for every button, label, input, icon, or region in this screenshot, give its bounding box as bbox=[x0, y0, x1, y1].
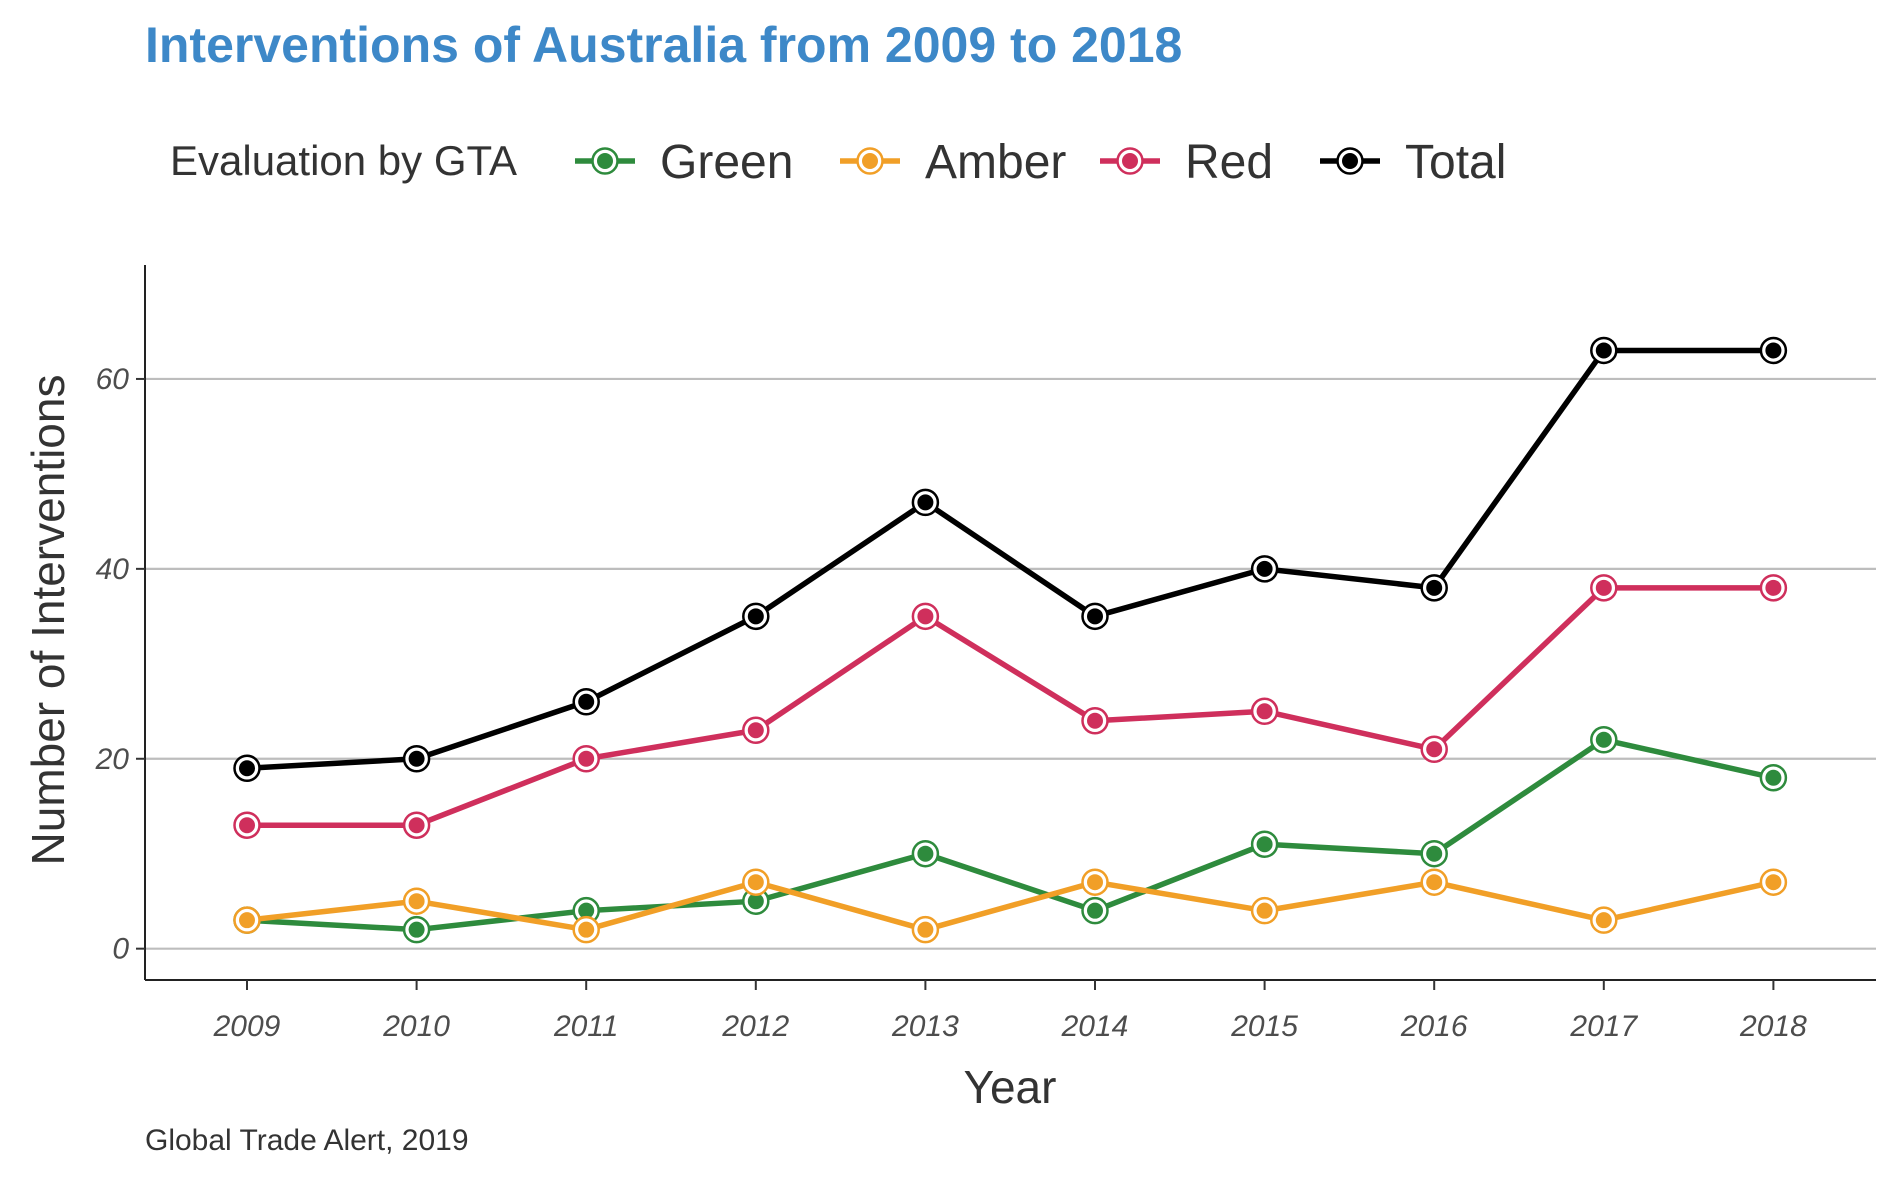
series-line-total bbox=[246, 347, 1774, 771]
data-point-red bbox=[572, 745, 600, 773]
data-point-red bbox=[742, 716, 770, 745]
data-point-total bbox=[572, 688, 600, 716]
x-tick-label: 2017 bbox=[1569, 1010, 1638, 1043]
x-tick-label: 2018 bbox=[1739, 1010, 1807, 1043]
x-axis-ticks: 2009 2010 2011 2012 2013 2014 2015 2016 2017 2018 bbox=[213, 980, 1807, 1043]
gridlines bbox=[145, 377, 1876, 950]
y-tick-label: 20 bbox=[95, 743, 130, 776]
data-point-total bbox=[402, 745, 431, 773]
legend-label-total: Total bbox=[1405, 136, 1506, 189]
x-tick-label: 2014 bbox=[1061, 1010, 1129, 1043]
series-line-green bbox=[246, 737, 1775, 933]
data-point-total bbox=[1250, 555, 1279, 583]
data-point-red bbox=[402, 811, 431, 839]
y-tick-label: 60 bbox=[96, 363, 130, 396]
data-point-amber bbox=[1081, 868, 1109, 896]
data-point-amber bbox=[1250, 896, 1279, 925]
legend-item-total: Total bbox=[1320, 136, 1506, 189]
data-point-red bbox=[233, 811, 261, 839]
data-point-red bbox=[1590, 574, 1618, 602]
caption: Global Trade Alert, 2019 bbox=[145, 1124, 469, 1157]
y-tick-label: 40 bbox=[96, 553, 130, 586]
data-point-amber bbox=[572, 915, 600, 944]
legend-item-red: Red bbox=[1100, 136, 1273, 189]
legend-title: Evaluation by GTA bbox=[170, 137, 517, 184]
data-point-total bbox=[742, 602, 770, 631]
data-point-total bbox=[1081, 602, 1109, 631]
chart-title: Interventions of Australia from 2009 to … bbox=[145, 17, 1182, 73]
legend-item-green: Green bbox=[575, 136, 793, 189]
x-tick-label: 2009 bbox=[213, 1010, 281, 1043]
data-point-total bbox=[233, 754, 261, 783]
data-point-amber bbox=[402, 887, 431, 915]
x-tick-label: 2015 bbox=[1230, 1010, 1298, 1043]
data-point-red bbox=[1081, 707, 1109, 735]
data-point-green bbox=[1590, 726, 1618, 754]
x-tick-label: 2012 bbox=[721, 1010, 789, 1043]
data-point-red bbox=[1420, 735, 1448, 764]
data-point-red bbox=[1759, 574, 1788, 602]
data-point-green bbox=[1759, 763, 1788, 792]
data-point-green bbox=[1250, 830, 1279, 858]
data-point-green bbox=[402, 915, 431, 944]
legend-label-green: Green bbox=[660, 136, 793, 189]
y-axis-title: Number of Interventions bbox=[22, 375, 74, 866]
data-point-total bbox=[1420, 574, 1448, 602]
series-amber bbox=[233, 868, 1788, 944]
data-point-amber bbox=[1590, 906, 1618, 934]
plot-area: 0 20 40 60 2009 2010 2011 2012 2013 2014 2015 2016… bbox=[95, 265, 1876, 1043]
data-point-red bbox=[911, 602, 940, 631]
data-point-total bbox=[1590, 336, 1618, 365]
data-point-green bbox=[911, 839, 940, 868]
data-point-total bbox=[911, 488, 940, 517]
series-red bbox=[233, 574, 1788, 839]
series-layer bbox=[233, 336, 1788, 944]
data-point-red bbox=[1250, 697, 1279, 726]
legend-label-red: Red bbox=[1185, 136, 1273, 189]
legend-item-amber: Amber bbox=[840, 136, 1066, 189]
legend-label-amber: Amber bbox=[925, 136, 1066, 189]
x-tick-label: 2013 bbox=[891, 1010, 959, 1043]
y-tick-label: 0 bbox=[112, 933, 129, 966]
data-point-total bbox=[1759, 336, 1788, 365]
x-tick-label: 2011 bbox=[553, 1010, 619, 1043]
data-point-amber bbox=[742, 868, 770, 896]
data-point-amber bbox=[1420, 868, 1448, 896]
x-tick-label: 2016 bbox=[1400, 1010, 1468, 1043]
x-axis-title: Year bbox=[964, 1061, 1057, 1113]
series-line-red bbox=[247, 585, 1774, 828]
series-total bbox=[233, 336, 1788, 783]
data-point-amber bbox=[233, 906, 261, 934]
x-tick-label: 2010 bbox=[382, 1010, 450, 1043]
legend: Evaluation by GTA Green Amber Red Total bbox=[170, 136, 1506, 189]
data-point-amber bbox=[1759, 868, 1788, 896]
data-point-green bbox=[1420, 839, 1448, 868]
data-point-green bbox=[1081, 896, 1109, 925]
series-line-amber bbox=[246, 879, 1775, 933]
y-axis-ticks: 0 20 40 60 bbox=[95, 363, 145, 966]
data-point-amber bbox=[911, 915, 940, 944]
